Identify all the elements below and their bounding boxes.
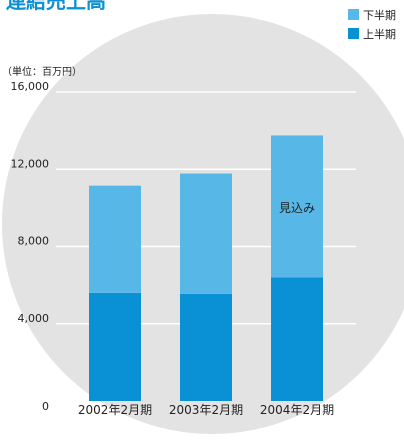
y-tick-label: 16,000 xyxy=(11,80,50,93)
y-tick-label: 8,000 xyxy=(18,235,50,248)
bar-second-half xyxy=(180,173,232,294)
y-tick-label: 0 xyxy=(42,400,49,413)
forecast-annotation: 見込み xyxy=(279,201,315,215)
y-tick-label: 12,000 xyxy=(11,157,50,170)
bars xyxy=(89,135,323,401)
y-tick-label: 4,000 xyxy=(18,312,50,325)
x-tick-label: 2003年2月期 xyxy=(169,403,243,417)
legend-label-second-half: 下半期 xyxy=(363,8,396,22)
x-tick-label: 2004年2月期 xyxy=(260,403,334,417)
x-axis-labels: 2002年2月期 2003年2月期 2004年2月期 xyxy=(78,403,334,417)
bar-second-half xyxy=(271,135,323,278)
bar-first-half xyxy=(180,293,232,401)
chart-title: 連結売上高 xyxy=(6,0,106,13)
bar-first-half xyxy=(89,292,141,401)
x-tick-label: 2002年2月期 xyxy=(78,403,152,417)
legend-swatch-first-half xyxy=(348,28,359,39)
bar-first-half xyxy=(271,277,323,401)
legend: 下半期 上半期 xyxy=(348,8,396,41)
y-axis-ticks: 16,000 12,000 8,000 4,000 0 xyxy=(11,80,50,413)
legend-label-first-half: 上半期 xyxy=(363,27,396,41)
legend-swatch-second-half xyxy=(348,9,359,20)
unit-label: （単位：百万円） xyxy=(2,65,82,78)
bar-second-half xyxy=(89,185,141,293)
